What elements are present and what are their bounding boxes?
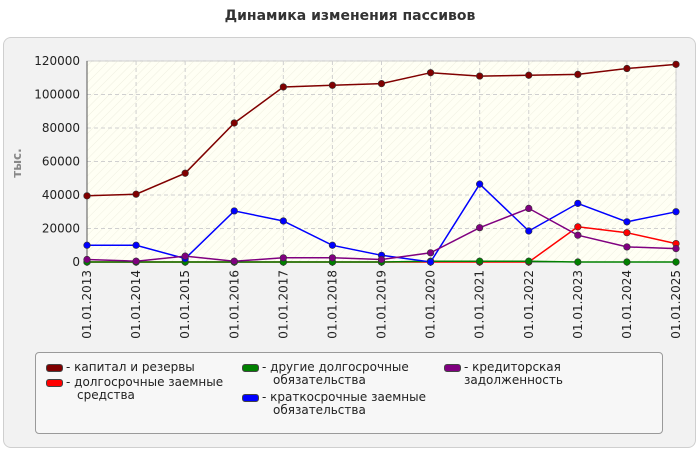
data-point xyxy=(525,71,533,79)
legend-item-other-long-term: - другие долгосрочные обязательства xyxy=(242,361,409,387)
y-tick-label: 40000 xyxy=(42,188,80,202)
data-point xyxy=(328,241,337,249)
y-tick-label: 20000 xyxy=(42,222,80,236)
data-point xyxy=(279,217,287,225)
data-point xyxy=(623,64,631,73)
x-tick-label: 01.01.2023 xyxy=(571,270,585,339)
y-tick-label: 60000 xyxy=(42,155,80,169)
x-tick-label: 01.01.2025 xyxy=(669,270,683,339)
x-tick-label: 01.01.2020 xyxy=(424,270,438,339)
data-point xyxy=(279,254,287,262)
data-point xyxy=(672,208,680,216)
data-point xyxy=(328,254,337,262)
data-point xyxy=(83,192,91,200)
data-point xyxy=(672,258,680,266)
x-tick-label: 01.01.2018 xyxy=(325,270,339,339)
data-point xyxy=(328,81,337,89)
y-tick-label: 0 xyxy=(72,255,80,269)
legend-swatch xyxy=(242,364,259,372)
data-point xyxy=(623,258,631,266)
legend-label: - краткосрочные заемные обязательства xyxy=(262,390,426,417)
data-point xyxy=(525,204,533,212)
data-point xyxy=(279,83,287,91)
data-point xyxy=(83,241,91,249)
legend-swatch xyxy=(46,364,63,372)
x-tick-label: 01.01.2016 xyxy=(227,270,241,339)
x-tick-label: 01.01.2024 xyxy=(620,270,634,339)
data-point xyxy=(623,243,631,251)
y-tick-label: 100000 xyxy=(34,88,80,102)
data-point xyxy=(574,258,582,266)
data-point xyxy=(181,252,189,260)
legend-item-payables: - кредиторская задолженность xyxy=(444,361,662,387)
data-point xyxy=(426,258,435,266)
data-point xyxy=(476,224,484,232)
legend-item-capital: - капитал и резервы xyxy=(46,361,195,374)
series-0 xyxy=(83,60,680,200)
x-tick-label: 01.01.2015 xyxy=(178,270,192,339)
chart-legend: - капитал и резервы - долгосрочные заемн… xyxy=(35,352,663,434)
data-point xyxy=(623,218,631,226)
x-tick-label: 01.01.2022 xyxy=(522,270,536,339)
chart-title: Динамика изменения пассивов xyxy=(224,8,476,24)
series-4 xyxy=(83,204,680,265)
data-point xyxy=(230,119,238,127)
data-point xyxy=(574,223,582,231)
legend-label: - кредиторская задолженность xyxy=(464,360,563,387)
tick-labels: 0 20000 40000 60000 80000 100000 120000 01.01.2… xyxy=(34,54,683,339)
y-tick-label: 80000 xyxy=(42,121,80,135)
legend-item-long-term-loans: - долгосрочные заемные средства xyxy=(46,376,223,402)
y-tick-label: 120000 xyxy=(34,54,80,68)
data-point xyxy=(525,257,533,265)
data-point xyxy=(132,241,140,249)
legend-swatch xyxy=(444,364,461,372)
data-point xyxy=(623,229,631,237)
data-point xyxy=(377,255,386,264)
data-point xyxy=(574,199,582,207)
data-point xyxy=(377,80,386,88)
x-tick-label: 01.01.2013 xyxy=(80,270,94,339)
legend-swatch xyxy=(242,394,259,402)
data-point xyxy=(476,72,484,80)
data-point xyxy=(476,257,484,265)
x-tick-label: 01.01.2017 xyxy=(276,270,290,339)
data-point xyxy=(672,60,680,68)
data-point xyxy=(574,231,582,239)
series-lines xyxy=(83,60,680,266)
legend-label: - долгосрочные заемные средства xyxy=(66,375,224,402)
data-point xyxy=(83,255,91,264)
x-tick-label: 01.01.2014 xyxy=(129,270,143,339)
data-point xyxy=(672,245,680,253)
data-point xyxy=(181,169,189,177)
data-point xyxy=(132,257,140,265)
x-tick-label: 01.01.2019 xyxy=(375,270,389,339)
data-point xyxy=(132,190,140,198)
data-point xyxy=(426,249,435,257)
data-point xyxy=(574,70,582,78)
data-point xyxy=(525,227,533,235)
legend-item-short-term-loans: - краткосрочные заемные обязательства xyxy=(242,391,426,417)
legend-swatch xyxy=(46,379,63,387)
data-point xyxy=(476,180,484,188)
data-point xyxy=(230,257,238,265)
x-tick-label: 01.01.2021 xyxy=(473,270,487,339)
y-axis-label: тыс. xyxy=(10,148,24,177)
legend-label: - капитал и резервы xyxy=(66,360,195,374)
data-point xyxy=(426,69,435,77)
legend-label: - другие долгосрочные обязательства xyxy=(262,360,409,387)
data-point xyxy=(230,207,238,215)
